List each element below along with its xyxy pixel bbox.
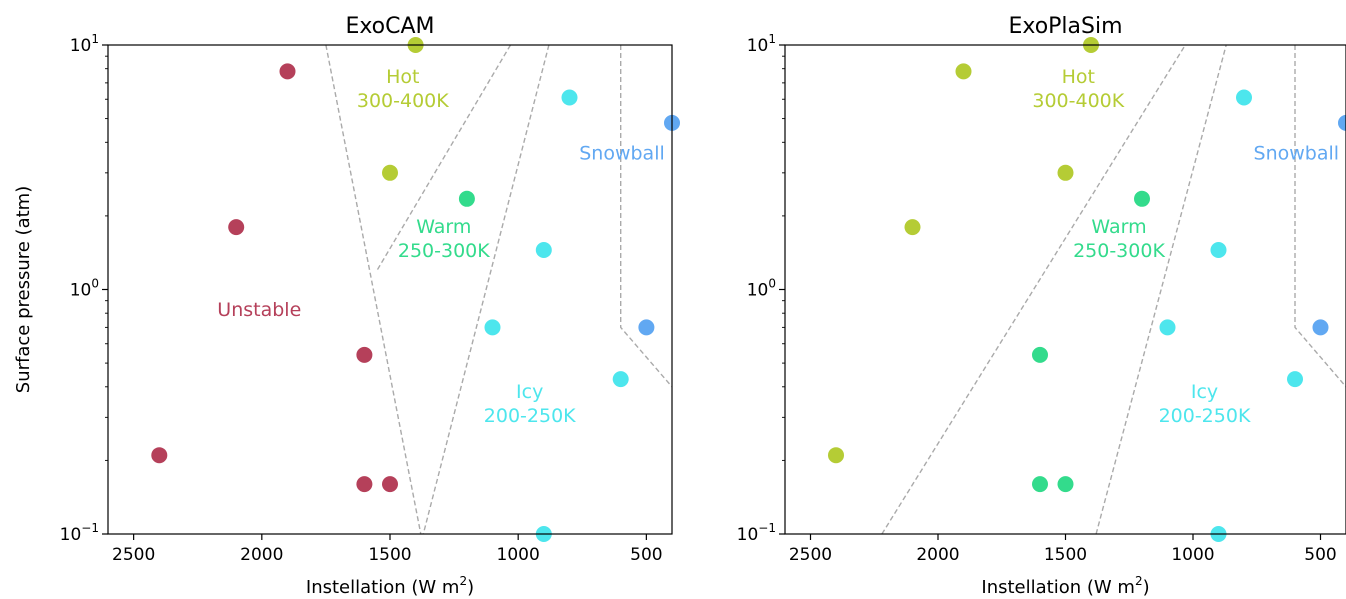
x-axis-label: Instellation (W m2) — [306, 574, 474, 598]
data-point — [1287, 371, 1303, 388]
panel-1: Hot 300-400K Warm 250-300K Icy 200-250K Snowba… — [13, 14, 680, 598]
boundary-line — [376, 45, 512, 271]
boundary-line — [620, 45, 672, 388]
data-point — [1057, 476, 1074, 493]
boundary-line — [1095, 45, 1227, 534]
region-label: Warm 250-300K — [1073, 216, 1165, 262]
data-point — [1032, 346, 1048, 363]
data-point — [955, 63, 972, 80]
data-point — [1057, 164, 1074, 181]
data-point — [1032, 476, 1048, 493]
x-tick-label: 2000 — [916, 545, 959, 565]
panel-2: Hot 300-400K Warm 250-300K Icy 200-250K Snowba… — [737, 14, 1346, 598]
data-point — [1134, 190, 1150, 207]
data-point — [1312, 319, 1329, 336]
region-label: Snowball — [579, 143, 665, 165]
x-axis-label: Instellation (W m2) — [981, 574, 1149, 598]
x-tick-label: 2500 — [112, 545, 155, 565]
data-point — [279, 63, 296, 80]
data-point — [828, 447, 844, 464]
x-tick-label: 1500 — [368, 545, 411, 565]
data-point — [228, 219, 245, 236]
boundary-line — [325, 45, 422, 534]
region-label: Unstable — [217, 299, 301, 321]
data-point — [535, 242, 552, 258]
data-point — [638, 319, 655, 336]
data-point — [1210, 242, 1227, 258]
y-tick-label: 100 — [747, 277, 776, 301]
data-point — [1236, 89, 1252, 106]
y-tick-label: 10−1 — [60, 521, 99, 545]
data-point — [612, 371, 629, 388]
data-point — [561, 89, 578, 106]
data-point — [1338, 114, 1346, 131]
boundary-line — [881, 45, 1186, 534]
region-label: Icy 200-250K — [484, 381, 576, 427]
region-label: Icy 200-250K — [1159, 381, 1251, 427]
x-tick-label: 1500 — [1044, 545, 1087, 565]
data-point — [356, 346, 373, 363]
regime-boundaries — [881, 45, 1346, 534]
boundary-line — [1294, 45, 1346, 388]
plot-frame — [107, 44, 673, 535]
region-label: Hot 300-400K — [1032, 66, 1124, 112]
data-point — [1159, 319, 1176, 336]
chart-title: ExoPlaSim — [1008, 14, 1122, 39]
region-label: Snowball — [1254, 143, 1340, 165]
x-tick-label: 500 — [1304, 545, 1336, 565]
x-tick-label: 1000 — [497, 545, 540, 565]
chart-title: ExoCAM — [345, 14, 434, 39]
data-point — [904, 219, 921, 236]
data-points — [828, 37, 1346, 542]
plot-frame — [784, 44, 1346, 535]
x-tick-label: 2000 — [240, 545, 283, 565]
regime-boundaries — [325, 45, 672, 534]
data-points — [151, 37, 680, 542]
data-point — [151, 447, 168, 464]
data-point — [382, 476, 398, 493]
data-point — [356, 476, 373, 493]
data-point — [382, 164, 398, 181]
data-point — [458, 190, 475, 207]
x-tick-label: 1000 — [1171, 545, 1214, 565]
region-label: Warm 250-300K — [398, 216, 490, 262]
data-point — [484, 319, 501, 336]
x-tick-label: 2500 — [789, 545, 832, 565]
y-tick-label: 100 — [70, 277, 99, 301]
region-label: Hot 300-400K — [357, 66, 449, 112]
y-tick-label: 10−1 — [737, 521, 776, 545]
boundary-line — [422, 45, 550, 534]
y-axis-label: Surface pressure (atm) — [13, 186, 34, 393]
x-tick-label: 500 — [630, 545, 662, 565]
y-tick-label: 101 — [747, 32, 776, 56]
y-tick-label: 101 — [70, 32, 99, 56]
